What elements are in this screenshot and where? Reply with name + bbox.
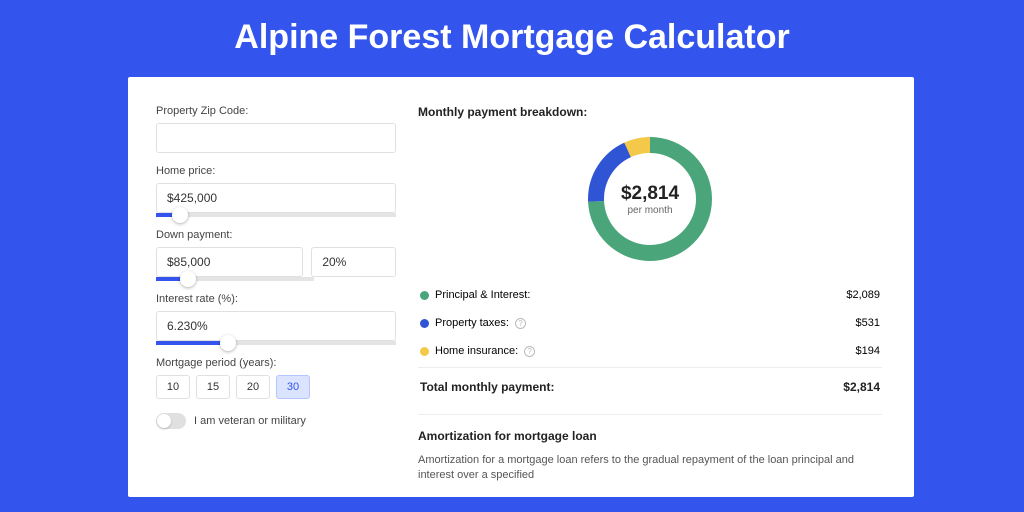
down-payment-amount-input[interactable]: [156, 247, 303, 277]
amortization-title: Amortization for mortgage loan: [418, 429, 882, 443]
breakdown-value: $2,089: [846, 289, 880, 301]
info-icon[interactable]: ?: [524, 346, 535, 357]
slider-thumb[interactable]: [172, 207, 188, 223]
home-price-field: Home price:: [156, 165, 396, 217]
interest-field: Interest rate (%):: [156, 293, 396, 345]
veteran-toggle-row: I am veteran or military: [156, 413, 396, 429]
down-payment-field: Down payment:: [156, 229, 396, 281]
period-option-15[interactable]: 15: [196, 375, 230, 399]
zip-input[interactable]: [156, 123, 396, 153]
breakdown-row: Home insurance:? $194: [418, 337, 882, 365]
home-price-input[interactable]: [156, 183, 396, 213]
period-option-20[interactable]: 20: [236, 375, 270, 399]
donut-amount: $2,814: [621, 183, 679, 205]
home-price-slider[interactable]: [156, 213, 396, 217]
calculator-card: Property Zip Code: Home price: Down paym…: [128, 77, 914, 497]
breakdown-row: Principal & Interest: $2,089: [418, 281, 882, 309]
breakdown-label: Home insurance:: [435, 345, 518, 357]
divider: [418, 367, 882, 368]
breakdown-value: $194: [856, 345, 880, 357]
legend-dot: [420, 347, 429, 356]
breakdown-label: Property taxes:: [435, 317, 509, 329]
slider-fill: [156, 341, 228, 345]
down-payment-slider[interactable]: [156, 277, 314, 281]
interest-slider[interactable]: [156, 341, 396, 345]
amortization-text: Amortization for a mortgage loan refers …: [418, 453, 882, 484]
page-title: Alpine Forest Mortgage Calculator: [0, 0, 1024, 71]
toggle-knob: [157, 414, 171, 428]
legend-dot: [420, 319, 429, 328]
veteran-label: I am veteran or military: [194, 415, 306, 427]
veteran-toggle[interactable]: [156, 413, 186, 429]
zip-field: Property Zip Code:: [156, 105, 396, 153]
down-payment-label: Down payment:: [156, 229, 396, 241]
home-price-label: Home price:: [156, 165, 396, 177]
donut-sub: per month: [627, 205, 672, 216]
total-value: $2,814: [843, 380, 880, 394]
breakdown-column: Monthly payment breakdown: $2,814 per mo…: [418, 105, 882, 485]
period-option-30[interactable]: 30: [276, 375, 310, 399]
breakdown-row: Property taxes:? $531: [418, 309, 882, 337]
slider-thumb[interactable]: [180, 271, 196, 287]
info-icon[interactable]: ?: [515, 318, 526, 329]
period-field: Mortgage period (years): 10152030: [156, 357, 396, 399]
legend-dot: [420, 291, 429, 300]
form-column: Property Zip Code: Home price: Down paym…: [156, 105, 396, 485]
breakdown-title: Monthly payment breakdown:: [418, 105, 882, 119]
donut-chart-wrap: $2,814 per month: [418, 127, 882, 281]
breakdown-label: Principal & Interest:: [435, 289, 530, 301]
donut-chart: $2,814 per month: [586, 135, 714, 263]
period-label: Mortgage period (years):: [156, 357, 396, 369]
zip-label: Property Zip Code:: [156, 105, 396, 117]
total-label: Total monthly payment:: [420, 380, 554, 394]
amortization-block: Amortization for mortgage loan Amortizat…: [418, 414, 882, 484]
interest-label: Interest rate (%):: [156, 293, 396, 305]
interest-input[interactable]: [156, 311, 396, 341]
period-option-10[interactable]: 10: [156, 375, 190, 399]
slider-thumb[interactable]: [220, 335, 236, 351]
breakdown-total: Total monthly payment: $2,814: [418, 370, 882, 408]
down-payment-percent-input[interactable]: [311, 247, 396, 277]
breakdown-value: $531: [856, 317, 880, 329]
